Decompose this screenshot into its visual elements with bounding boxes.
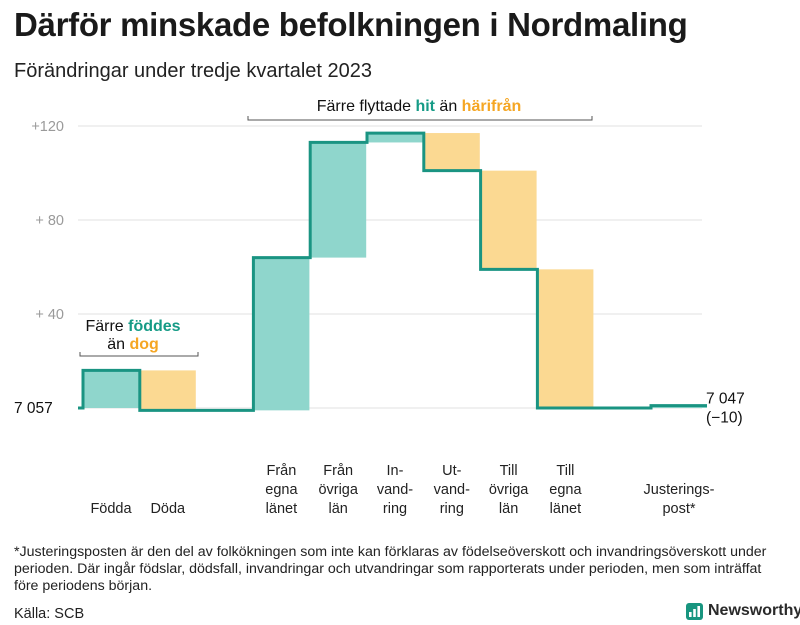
annotation-births-line2: än dog <box>107 336 159 353</box>
x-tick-label: post* <box>662 501 695 517</box>
cumulative-step-line <box>78 131 707 412</box>
x-tick-label: ring <box>440 501 464 517</box>
chart-title: Därför minskade befolkningen i Nordmalin… <box>14 6 688 43</box>
x-tick-label: Från <box>266 463 296 479</box>
x-tick-label: vand- <box>434 482 470 498</box>
x-tick-label: län <box>499 501 518 517</box>
x-tick-label: Ut- <box>442 463 462 479</box>
y-tick-label: + 40 <box>35 307 64 323</box>
end-value-label: 7 047 <box>706 391 745 408</box>
x-tick-label: länet <box>550 501 581 517</box>
x-tick-label: län <box>329 501 348 517</box>
x-tick-label: Från <box>323 463 353 479</box>
waterfall-bar <box>480 170 537 270</box>
annotation-births-line1: Färre föddes <box>85 318 180 335</box>
x-tick-label: ring <box>383 501 407 517</box>
annotation-bracket <box>79 352 199 357</box>
source-label: Källa: SCB <box>14 606 85 622</box>
end-change-label: (−10) <box>706 410 743 427</box>
annotation-bracket <box>247 116 593 121</box>
waterfall-chart: + 40 + 80 +120 Födda Döda Från egna länet Från öv… <box>14 97 745 517</box>
x-tick-label: Födda <box>90 501 132 517</box>
annotation-migration: Färre flyttade hit än härifrån <box>317 97 522 115</box>
x-tick-label: egna <box>549 482 582 498</box>
x-tick-label: Justerings- <box>644 482 715 498</box>
waterfall-bar <box>83 370 139 408</box>
x-tick-label: Döda <box>150 501 186 517</box>
chart-subtitle: Förändringar under tredje kvartalet 2023 <box>14 60 372 82</box>
bar-chart-icon <box>686 602 703 620</box>
x-tick-label: egna <box>265 482 298 498</box>
x-tick-label: In- <box>387 463 404 479</box>
brand-name: Newsworthy <box>708 602 800 619</box>
waterfall-bar <box>139 370 196 411</box>
brand-logo[interactable]: Newsworthy <box>686 602 800 620</box>
waterfall-bar <box>253 257 310 411</box>
waterfall-bar <box>367 133 423 143</box>
x-tick-label: Till <box>500 463 518 479</box>
waterfall-bar <box>423 133 480 171</box>
x-tick-label: vand- <box>377 482 413 498</box>
x-tick-label: Till <box>556 463 574 479</box>
y-tick-label: +120 <box>31 119 64 135</box>
waterfall-bar <box>310 142 367 258</box>
x-tick-label: övriga <box>318 482 358 498</box>
y-tick-label: + 80 <box>35 213 64 229</box>
footnote: *Justeringsposten är den del av folkökni… <box>14 544 767 594</box>
start-value-label: 7 057 <box>14 400 53 417</box>
x-tick-label: övriga <box>489 482 529 498</box>
x-tick-label: länet <box>266 501 297 517</box>
waterfall-bar <box>537 269 594 408</box>
